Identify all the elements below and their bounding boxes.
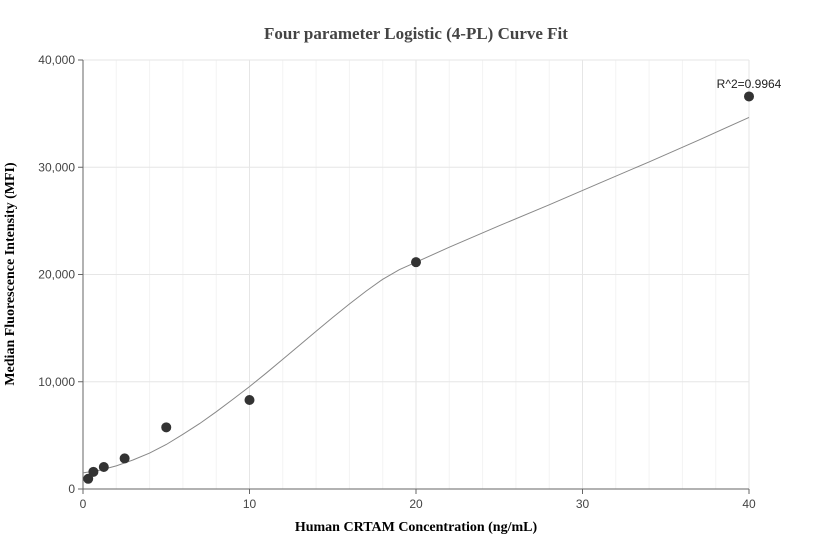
data-point: [119, 453, 130, 464]
y-tick-label: 20,000: [38, 268, 75, 282]
data-point: [98, 462, 109, 473]
data-point: [244, 394, 255, 405]
chart-title: Four parameter Logistic (4-PL) Curve Fit: [264, 24, 568, 43]
y-tick-label: 30,000: [38, 160, 75, 174]
r-squared-annotation: R^2=0.9964: [717, 77, 782, 91]
data-points: [83, 91, 754, 484]
y-tick-label: 40,000: [38, 53, 75, 67]
tick-labels: 0 10 20 30 40 0 10,000 20,000 30,000 40,000: [38, 53, 756, 511]
data-point: [161, 422, 172, 433]
x-tick-label: 10: [243, 497, 257, 511]
x-tick-label: 40: [742, 497, 756, 511]
x-tick-label: 0: [80, 497, 87, 511]
data-point: [88, 466, 99, 477]
grid: [83, 59, 750, 489]
x-axis-title: Human CRTAM Concentration (ng/mL): [295, 520, 538, 535]
data-point: [83, 473, 94, 484]
y-axis-title: Median Fluorescence Intensity (MFI): [3, 162, 18, 386]
x-tick-label: 30: [576, 497, 590, 511]
y-tick-label: 0: [68, 482, 75, 496]
fit-curve: [82, 116, 750, 474]
data-point: [744, 91, 754, 102]
x-tick-label: 20: [409, 497, 423, 511]
y-tick-label: 10,000: [38, 375, 75, 389]
data-point: [411, 257, 421, 268]
